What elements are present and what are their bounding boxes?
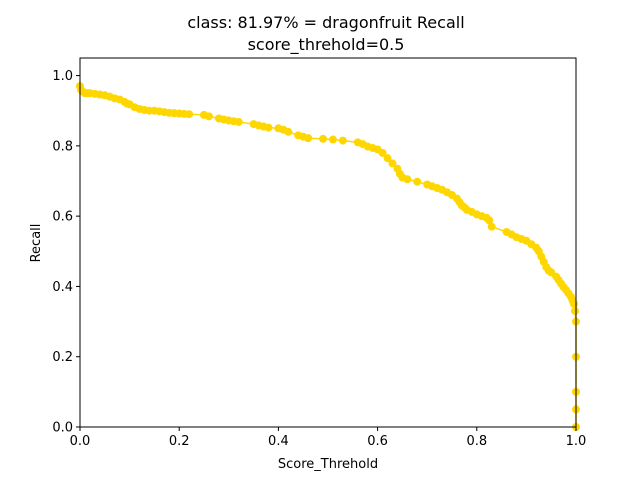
recall-point [185,110,194,119]
y-tick-label: 0.2 [52,350,73,365]
series-layer [76,82,580,431]
recall-point [388,159,397,168]
y-tick-label: 0.8 [52,139,73,154]
recall-point [487,222,496,231]
recall-point [571,307,580,316]
x-tick-label: 0.8 [466,434,487,449]
y-tick-label: 1.0 [52,69,73,84]
y-tick-label: 0.4 [52,280,73,295]
recall-point [403,175,412,184]
recall-point [304,134,313,143]
recall-point [284,127,293,136]
x-tick-label: 0.4 [268,434,289,449]
recall-point [328,135,337,144]
plot-frame [79,57,577,428]
recall-point [204,112,213,121]
recall-point [378,148,387,157]
recall-point [319,134,328,143]
recall-point [570,300,579,308]
chart-title-line2: score_threhold=0.5 [248,35,405,55]
recall-point [264,123,273,132]
recall-point [485,216,494,225]
recall-point [413,177,422,186]
y-axis-label: Recall [29,224,44,263]
x-axis-label: Score_Threhold [278,457,378,472]
x-axis: 0.0 0.2 0.4 0.6 0.8 1.0 [70,427,587,449]
x-tick-label: 0.2 [169,434,190,449]
chart-title-line1: class: 81.97% = dragonfruit Recall [187,13,464,32]
y-axis: 0.0 0.2 0.4 0.6 0.8 1.0 [52,69,80,436]
y-tick-label: 0.0 [52,421,73,436]
recall-point [383,154,392,163]
x-tick-label: 1.0 [566,434,587,449]
recall-point [234,117,243,126]
y-tick-label: 0.6 [52,210,73,225]
x-tick-label: 0.0 [70,434,91,449]
recall-point [338,136,347,145]
x-tick-label: 0.6 [367,434,388,449]
